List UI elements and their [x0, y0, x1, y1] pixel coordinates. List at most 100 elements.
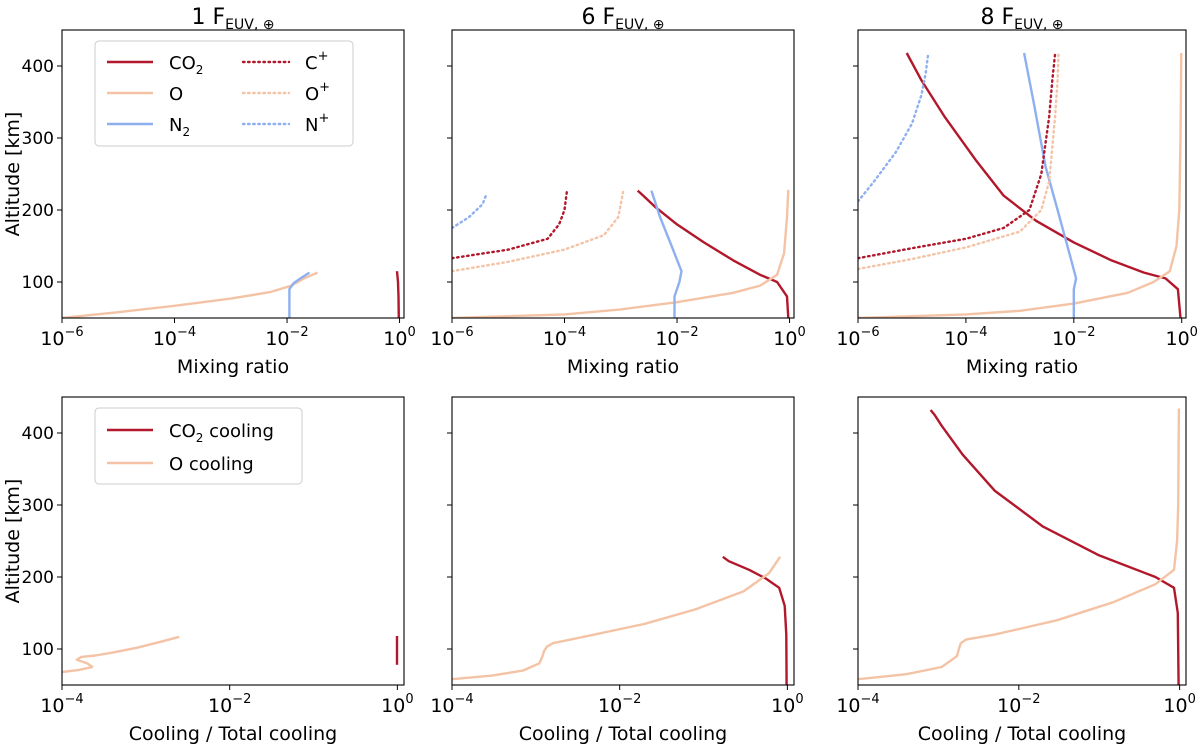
x-tick-label: 10−2 — [598, 692, 641, 717]
x-tick-label: 10−4 — [40, 692, 83, 717]
y-axis-label: Altitude [km] — [2, 479, 24, 604]
series-line-2 — [62, 271, 319, 318]
x-tick-label: 10−2 — [265, 325, 308, 350]
x-tick-label: 10−2 — [997, 692, 1040, 717]
series-group — [858, 52, 1183, 318]
series-line-2 — [62, 635, 180, 674]
legend-label: N+ — [305, 111, 329, 136]
x-tick-label: 10−2 — [655, 325, 698, 350]
panels: 10−6 10−4 10−2 100 100 200 300 400 Mixing ratio A… — [2, 29, 1198, 745]
x-axis-label: Cooling / Total cooling — [129, 723, 337, 745]
x-tick-label: 10−6 — [430, 325, 473, 350]
panel-r1-c3: 10−6 10−4 10−2 100 Mixing ratio — [836, 29, 1198, 378]
series-line-1 — [636, 189, 790, 318]
x-tick-label: 100 — [771, 692, 803, 717]
panel-r2-c2: 10−4 10−2 100 Cooling / Total cooling — [430, 396, 804, 745]
column-title-2: 6 FEUV, ⊕ — [582, 5, 665, 33]
y-tick-label: 400 — [22, 424, 54, 444]
x-tick-label: 10−2 — [1052, 325, 1095, 350]
series-line-2 — [452, 556, 782, 681]
legend-entry-3: N2 — [107, 115, 190, 139]
series-group — [62, 635, 399, 674]
y-tick-label: 200 — [22, 568, 54, 588]
series-group — [62, 271, 400, 318]
y-tick-label: 100 — [22, 640, 54, 660]
plot-frame — [857, 396, 1187, 686]
series-line-5 — [858, 52, 1060, 271]
x-tick-label: 10−4 — [153, 325, 196, 350]
series-line-2 — [858, 408, 1181, 681]
x-tick-label: 10−4 — [430, 692, 473, 717]
plot-frame — [61, 396, 405, 686]
legend-label: CO2 cooling — [169, 421, 274, 445]
legend-entry-1: CO2 — [107, 53, 203, 77]
series-group — [858, 408, 1181, 685]
x-tick-label: 10−4 — [944, 325, 987, 350]
series-line-4 — [858, 52, 1057, 260]
panel-r2-c1: 10−4 10−2 100 100 200 300 400 Cooling / Total c… — [2, 396, 414, 745]
x-axis-label: Mixing ratio — [966, 356, 1078, 378]
y-tick-label: 100 — [22, 273, 54, 293]
legend-entry-1: CO2 cooling — [107, 421, 274, 445]
series-line-6 — [452, 194, 488, 230]
x-tick-label: 10−2 — [208, 692, 251, 717]
series-line-5 — [452, 190, 625, 273]
legend-entry-2: O cooling — [107, 454, 254, 475]
legend-label: N2 — [169, 115, 190, 139]
column-titles: 1 FEUV, ⊕ 6 FEUV, ⊕ 8 FEUV, ⊕ — [192, 5, 1064, 33]
legends: CO2 O N2 C+ O+ N+ CO2 cooling O cooling — [94, 40, 354, 485]
x-tick-label: 100 — [381, 692, 413, 717]
series-line-2 — [858, 52, 1183, 318]
x-tick-label: 100 — [1163, 692, 1195, 717]
x-tick-label: 100 — [773, 325, 805, 350]
series-line-6 — [858, 52, 930, 203]
plot-frame — [451, 396, 795, 686]
legend-label: O cooling — [169, 454, 254, 475]
legend-entry-2: O — [107, 84, 183, 105]
legend-bottom: CO2 cooling O cooling — [94, 407, 303, 485]
series-line-1 — [395, 271, 400, 318]
series-line-1 — [929, 409, 1180, 685]
x-tick-label: 100 — [1165, 325, 1197, 350]
x-tick-label: 100 — [383, 325, 415, 350]
legend-entry-4: C+ — [241, 49, 328, 74]
y-tick-label: 200 — [22, 201, 54, 221]
series-line-1 — [905, 52, 1182, 318]
legend-label: C+ — [305, 49, 328, 74]
plot-frame — [857, 29, 1187, 319]
series-line-4 — [452, 190, 568, 260]
legend-box — [94, 407, 303, 485]
x-axis-label: Mixing ratio — [567, 356, 679, 378]
x-tick-label: 10−4 — [836, 692, 879, 717]
legend-label: CO2 — [169, 53, 203, 77]
series-line-3 — [650, 190, 683, 318]
column-title-1: 1 FEUV, ⊕ — [192, 5, 275, 33]
series-group — [452, 555, 788, 685]
y-tick-label: 300 — [22, 496, 54, 516]
legend-label: O+ — [305, 80, 330, 105]
y-tick-label: 300 — [22, 129, 54, 149]
series-line-3 — [288, 271, 311, 318]
series-line-3 — [1022, 52, 1078, 318]
column-title-3: 8 FEUV, ⊕ — [981, 5, 1064, 33]
plot-frame — [451, 29, 795, 319]
panel-r2-c3: 10−4 10−2 100 Cooling / Total cooling — [836, 396, 1196, 745]
x-tick-label: 10−4 — [543, 325, 586, 350]
x-axis-label: Cooling / Total cooling — [519, 723, 727, 745]
y-tick-label: 400 — [22, 57, 54, 77]
legend-top: CO2 O N2 C+ O+ N+ — [94, 40, 354, 147]
x-axis-label: Mixing ratio — [177, 356, 289, 378]
legend-label: O — [169, 84, 183, 105]
x-tick-label: 10−6 — [40, 325, 83, 350]
legend-entry-6: N+ — [241, 111, 329, 136]
x-tick-label: 10−6 — [836, 325, 879, 350]
legend-entry-5: O+ — [241, 80, 330, 105]
legend-box — [94, 40, 354, 147]
x-axis-label: Cooling / Total cooling — [918, 723, 1126, 745]
plot-frame — [61, 29, 405, 319]
series-line-1 — [722, 555, 788, 685]
panel-r1-c1: 10−6 10−4 10−2 100 100 200 300 400 Mixing ratio A… — [2, 29, 416, 378]
y-axis-label: Altitude [km] — [2, 112, 24, 237]
panel-r1-c2: 10−6 10−4 10−2 100 Mixing ratio — [430, 29, 806, 378]
